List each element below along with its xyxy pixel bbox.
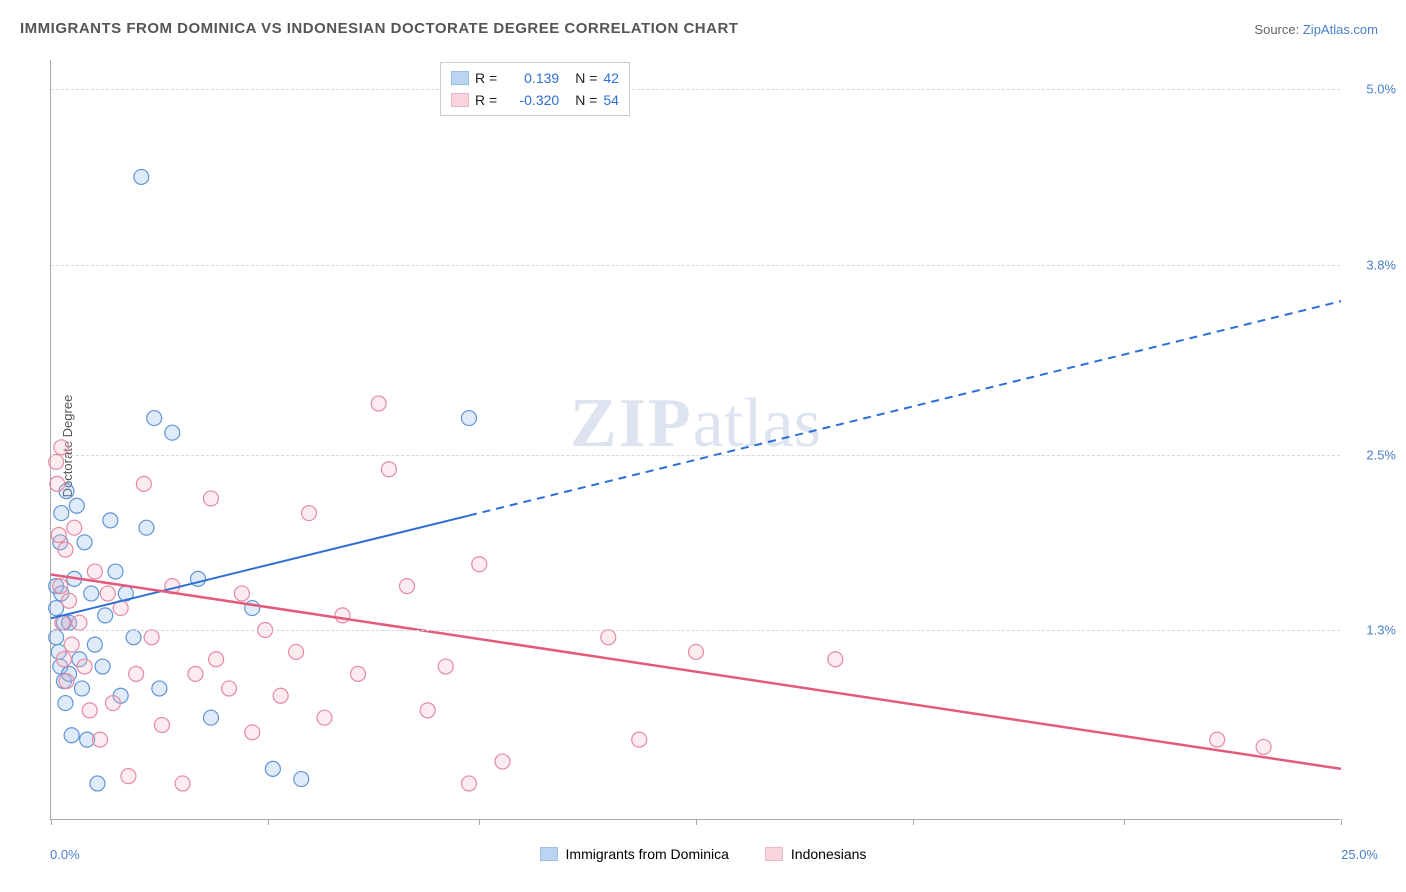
x-tick: [696, 819, 697, 825]
series-label: Immigrants from Dominica: [566, 846, 729, 862]
gridline: [51, 455, 1340, 456]
legend-swatch: [765, 847, 783, 861]
r-value: -0.320: [503, 92, 559, 108]
n-value: 54: [603, 92, 619, 108]
plot-area: ZIPatlas 1.3%2.5%3.8%5.0%: [50, 60, 1340, 820]
n-value: 42: [603, 70, 619, 86]
source-label: Source:: [1254, 22, 1299, 37]
x-tick: [479, 819, 480, 825]
legend-swatch: [540, 847, 558, 861]
legend-swatch: [451, 71, 469, 85]
plot-svg: [51, 60, 1340, 819]
correlation-legend-row: R = -0.320 N = 54: [451, 89, 619, 111]
source-link[interactable]: ZipAtlas.com: [1303, 22, 1378, 37]
chart-title: IMMIGRANTS FROM DOMINICA VS INDONESIAN D…: [20, 20, 738, 37]
y-tick-label: 3.8%: [1366, 257, 1396, 272]
series-label: Indonesians: [791, 846, 867, 862]
correlation-legend: R = 0.139 N = 42 R = -0.320 N = 54: [440, 62, 630, 116]
x-tick: [913, 819, 914, 825]
chart-container: IMMIGRANTS FROM DOMINICA VS INDONESIAN D…: [0, 0, 1406, 892]
r-label: R =: [475, 70, 497, 86]
n-label: N =: [575, 70, 597, 86]
source-attribution: Source: ZipAtlas.com: [1254, 22, 1378, 37]
x-tick: [51, 819, 52, 825]
series-legend-item: Immigrants from Dominica: [540, 846, 729, 862]
gridline: [51, 89, 1340, 90]
r-value: 0.139: [503, 70, 559, 86]
x-tick: [1341, 819, 1342, 825]
x-tick: [268, 819, 269, 825]
gridline: [51, 265, 1340, 266]
x-tick: [1124, 819, 1125, 825]
y-tick-label: 5.0%: [1366, 82, 1396, 97]
y-tick-label: 2.5%: [1366, 447, 1396, 462]
y-tick-label: 1.3%: [1366, 623, 1396, 638]
series-legend-item: Indonesians: [765, 846, 867, 862]
n-label: N =: [575, 92, 597, 108]
gridline: [51, 630, 1340, 631]
r-label: R =: [475, 92, 497, 108]
series-legend: Immigrants from Dominica Indonesians: [0, 846, 1406, 864]
correlation-legend-row: R = 0.139 N = 42: [451, 67, 619, 89]
legend-swatch: [451, 93, 469, 107]
